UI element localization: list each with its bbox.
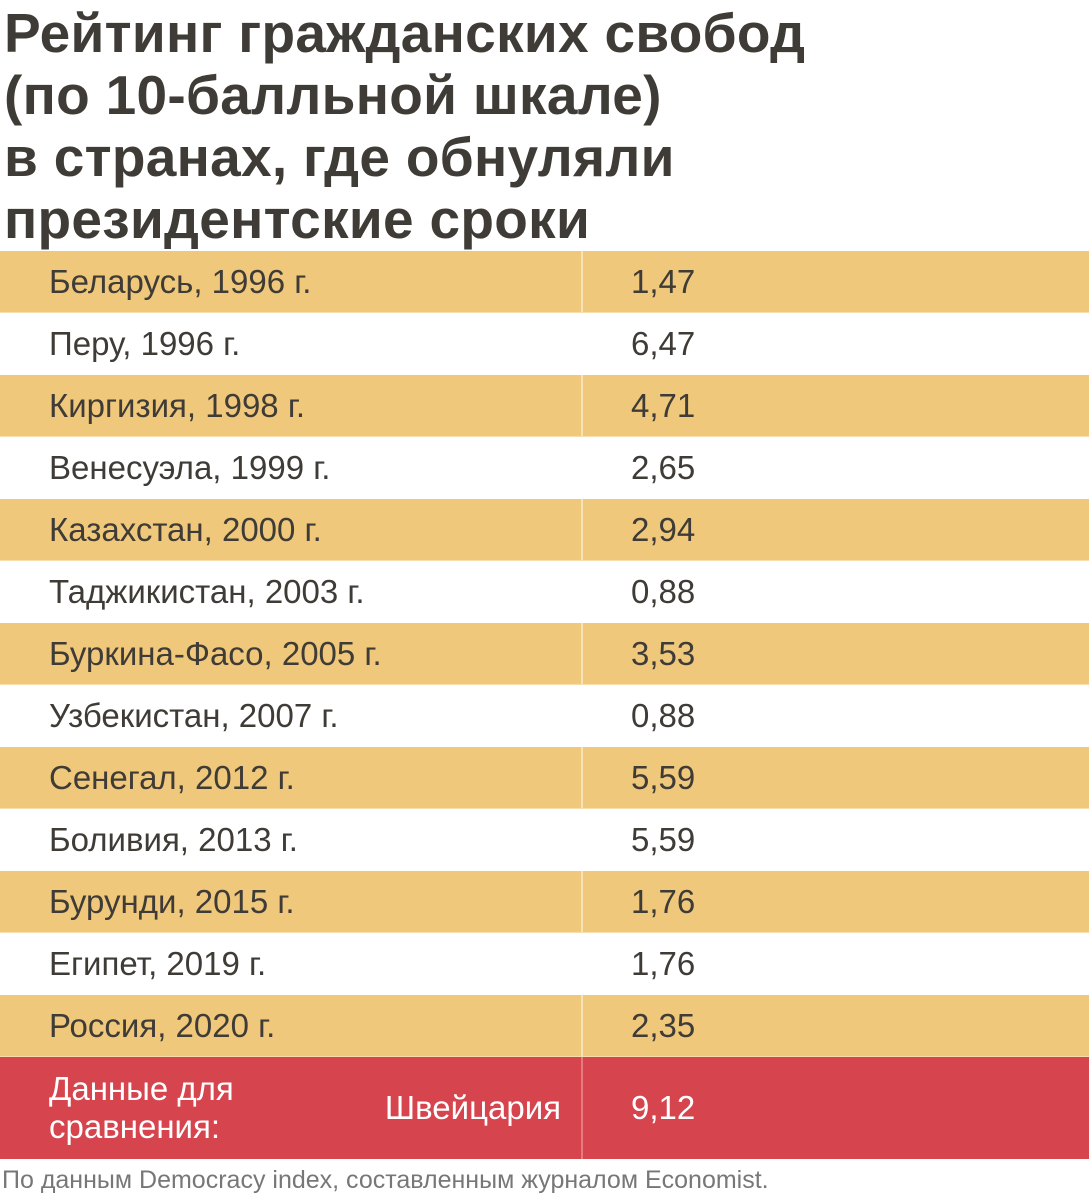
table-row: Перу, 1996 г. 6,47: [0, 313, 1089, 375]
country-cell: Россия, 2020 г.: [0, 995, 583, 1057]
table-row: Буркина-Фасо, 2005 г. 3,53: [0, 623, 1089, 685]
table-row: Киргизия, 1998 г. 4,71: [0, 375, 1089, 437]
score-cell: 2,94: [583, 499, 1089, 561]
country-cell: Таджикистан, 2003 г.: [49, 573, 365, 610]
score-cell: 0,88: [631, 573, 696, 610]
country-cell: Египет, 2019 г.: [49, 945, 267, 982]
table-row: Боливия, 2013 г. 5,59: [0, 809, 1089, 871]
table-row: Бурунди, 2015 г. 1,76: [0, 871, 1089, 933]
score-cell: 0,88: [631, 697, 696, 734]
title-line: президентские сроки: [4, 188, 591, 250]
country-cell: Узбекистан, 2007 г.: [49, 697, 339, 734]
table-row: Сенегал, 2012 г. 5,59: [0, 747, 1089, 809]
table-row: Беларусь, 1996 г. 1,47: [0, 251, 1089, 313]
score-cell: 5,59: [631, 821, 696, 858]
score-cell: 3,53: [583, 623, 1089, 685]
score-cell: 2,65: [631, 449, 696, 486]
score-cell: 2,35: [583, 995, 1089, 1057]
score-cell: 1,76: [583, 871, 1089, 933]
score-cell: 5,59: [583, 747, 1089, 809]
table-row: Россия, 2020 г. 2,35: [0, 995, 1089, 1057]
source-note: По данным Democracy index, составленным …: [2, 1166, 769, 1194]
title-line: в странах, где обнуляли: [4, 126, 675, 188]
country-cell: Венесуэла, 1999 г.: [49, 449, 331, 486]
score-cell: 4,71: [583, 375, 1089, 437]
table-row: Казахстан, 2000 г. 2,94: [0, 499, 1089, 561]
country-cell: Бурунди, 2015 г.: [0, 871, 583, 933]
score-cell: 1,47: [583, 251, 1089, 313]
country-cell: Буркина-Фасо, 2005 г.: [0, 623, 583, 685]
title-line: (по 10-балльной шкале): [4, 64, 662, 126]
country-cell: Боливия, 2013 г.: [49, 821, 298, 858]
score-cell: 6,47: [631, 325, 696, 362]
comparison-label-line: Швейцария: [384, 1089, 561, 1126]
country-cell: Казахстан, 2000 г.: [0, 499, 583, 561]
comparison-row: Данные для сравнения: Швейцария 9,12: [0, 1057, 1089, 1159]
comparison-label-cell: Данные для сравнения: Швейцария: [0, 1057, 583, 1159]
table-row: Узбекистан, 2007 г. 0,88: [0, 685, 1089, 747]
chart-title: Рейтинг гражданских свобод (по 10-балльн…: [4, 2, 1064, 250]
comparison-score-cell: 9,12: [631, 1089, 696, 1126]
comparison-label-line: Данные для сравнения:: [49, 1070, 234, 1145]
table-row: Венесуэла, 1999 г. 2,65: [0, 437, 1089, 499]
table-row: Египет, 2019 г. 1,76: [0, 933, 1089, 995]
country-cell: Беларусь, 1996 г.: [0, 251, 583, 313]
country-cell: Киргизия, 1998 г.: [0, 375, 583, 437]
country-cell: Сенегал, 2012 г.: [0, 747, 583, 809]
title-line: Рейтинг гражданских свобод: [4, 2, 806, 64]
table-row: Таджикистан, 2003 г. 0,88: [0, 561, 1089, 623]
country-cell: Перу, 1996 г.: [49, 325, 241, 362]
data-table: Беларусь, 1996 г. 1,47 Перу, 1996 г. 6,4…: [0, 251, 1089, 1159]
score-cell: 1,76: [631, 945, 696, 982]
